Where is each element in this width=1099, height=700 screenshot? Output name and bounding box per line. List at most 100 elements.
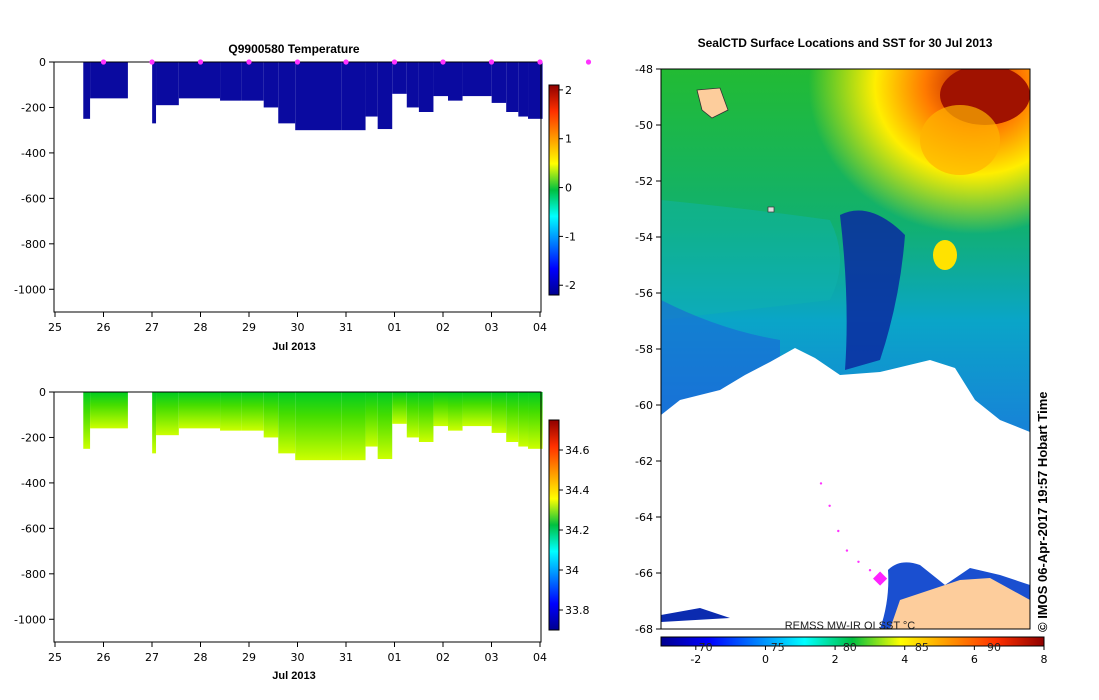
profile-column [295,392,342,461]
salinity-colorbar-ticks: 34.6 34.4 34.2 34 33.8 [559,444,590,617]
sst-field [661,69,1030,629]
profile-column [528,392,543,449]
profile-column [241,392,264,431]
profile-column [462,392,492,427]
lon-tick-label: 70 [699,641,713,654]
profile-marker [343,59,349,65]
profile-column [341,392,366,461]
y-tick-label: -800 [21,238,46,251]
colorbar-tick-label: 0 [565,182,572,195]
profile-column [178,392,221,429]
lat-tick-label: -48 [635,63,653,76]
profile-column [518,62,529,117]
x-tick-label: 26 [97,321,111,334]
track-point [868,569,872,572]
profile-column [156,62,179,106]
profile-column [295,62,342,131]
y-tick-label: -600 [21,192,46,205]
profile-column [377,62,393,130]
sst-colorbar-tick-label: 4 [901,653,908,666]
profile-column [506,62,519,112]
lat-tick-label: -52 [635,175,653,188]
y-tick-label: -600 [21,522,46,535]
profile-column [152,392,157,454]
profile-column [518,392,529,447]
profile-column [418,62,434,112]
profile-column [156,392,179,436]
track-point [828,504,831,507]
x-tick-label: 01 [388,321,402,334]
lat-tick-label: -58 [635,343,653,356]
profile-column [220,392,242,431]
x-tick-label: 04 [533,651,547,664]
profile-column [377,392,393,460]
profile-marker [440,59,446,65]
profile-marker [246,59,252,65]
y-tick-label: 0 [39,386,46,399]
salinity-panel: 0 -200 -400 -600 -800 -1000 25 26 27 28 29 30 31 01 0… [14,386,589,682]
profile-column [528,62,543,119]
sst-colorbar [660,636,1045,647]
temperature-colorbar-ticks: 2 1 0 -1 -2 [559,84,576,292]
temperature-heatmap [83,62,543,131]
map-title: SealCTD Surface Locations and SST for 30… [698,36,993,50]
imos-credit: © IMOS 06-Apr-2017 19:57 Hobart Time [1035,391,1050,632]
latest-position [873,571,888,586]
profile-marker [585,59,592,65]
x-tick-label: 03 [485,321,499,334]
profile-marker [537,59,543,65]
salinity-x-label: Jul 2013 [272,670,315,682]
profile-column [152,62,157,124]
colorbar-tick-label: 1 [565,133,572,146]
profile-marker [149,59,155,65]
x-tick-label: 25 [48,321,62,334]
salinity-y-axis: 0 -200 -400 -600 -800 -1000 [14,386,54,626]
profile-column [448,62,463,101]
track-point [837,529,840,533]
lon-tick-label: 75 [771,641,785,654]
salinity-x-axis: 25 26 27 28 29 30 31 01 02 03 04 [48,642,547,664]
x-tick-label: 28 [194,651,208,664]
profile-column [462,62,492,97]
x-tick-label: 02 [436,651,450,664]
profile-column [491,62,507,103]
x-tick-label: 29 [242,321,256,334]
temperature-colorbar [548,84,560,296]
colorbar-tick-label: 34.2 [565,524,590,537]
lat-tick-label: -64 [635,511,653,524]
temperature-panel: Q9900580 Temperature 0 -200 -400 -600 -800 -1… [14,42,592,353]
sst-colorbar-ticks: -2 0 2 4 6 8 [690,646,1048,666]
sst-map-panel: SealCTD Surface Locations and SST for 30… [635,36,1050,666]
lat-tick-label: -50 [635,119,653,132]
profile-column [433,62,448,97]
y-tick-label: -400 [21,477,46,490]
track-point [845,549,849,552]
profile-column [392,62,407,94]
track-point [819,482,823,485]
x-tick-label: 31 [339,321,353,334]
lat-tick-label: -66 [635,567,653,580]
colorbar-tick-label: -2 [565,279,576,292]
y-tick-label: -800 [21,568,46,581]
latest-position-marker [873,571,888,586]
profile-column [365,392,378,447]
colorbar-tick-label: -1 [565,230,576,243]
profile-marker [100,59,107,65]
x-tick-label: 01 [388,651,402,664]
x-tick-label: 30 [291,321,305,334]
profile-column [406,392,419,438]
profile-column [278,392,296,454]
temperature-x-axis: 25 26 27 28 29 30 31 01 02 03 04 [48,312,547,334]
track-point [857,560,860,563]
sst-colorbar-tick-label: 8 [1041,653,1048,666]
profile-column [341,62,366,131]
profile-column [392,392,407,424]
salinity-heatmap [83,392,543,461]
salinity-colorbar [548,419,560,631]
profile-markers [100,59,592,65]
map-longitude-labels: 70 75 80 85 90 [699,641,1001,654]
profile-column [90,62,128,99]
x-tick-label: 31 [339,651,353,664]
temperature-y-axis: 0 -200 -400 -600 -800 -1000 [14,56,54,296]
profile-column [448,392,463,431]
